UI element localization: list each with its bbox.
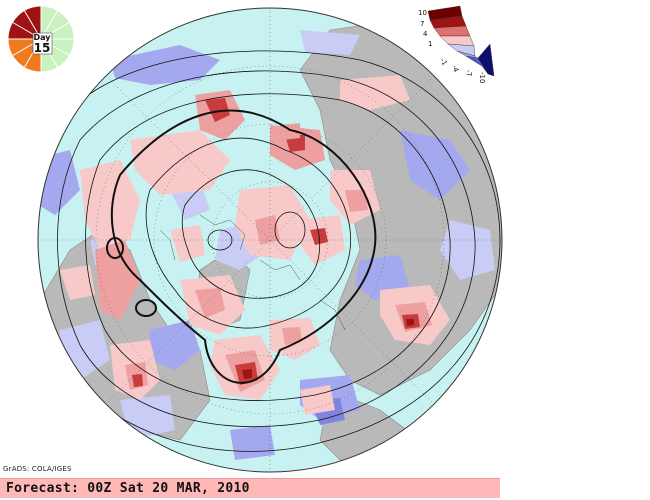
scale-label: 10 bbox=[418, 9, 427, 17]
day-value: 15 bbox=[34, 41, 51, 55]
coastlines bbox=[159, 214, 346, 331]
height-contours bbox=[38, 50, 501, 452]
forecast-label: Forecast: 00Z Sat 20 MAR, 2010 bbox=[6, 481, 250, 496]
day-counter-badge: Day 15 bbox=[7, 5, 75, 73]
forecast-banner: Forecast: 00Z Sat 20 MAR, 2010 bbox=[0, 478, 500, 498]
negative-anomaly-patches bbox=[38, 30, 495, 460]
positive-anomaly-patches bbox=[60, 75, 450, 415]
scale-box-m10 bbox=[477, 43, 495, 77]
scale-label: -10 bbox=[478, 72, 486, 83]
scale-box-m1 bbox=[447, 43, 476, 57]
badge-center-box bbox=[32, 32, 53, 55]
scale-label: 1 bbox=[428, 40, 432, 48]
hemisphere-disc bbox=[38, 8, 502, 472]
scale-box-4 bbox=[433, 25, 471, 37]
scale-label: 4 bbox=[423, 30, 428, 38]
scale-label: -4 bbox=[450, 64, 460, 74]
disc-border bbox=[37, 7, 503, 473]
credit-label: GrADS: COLA/IGES bbox=[3, 465, 72, 473]
scale-label: -7 bbox=[464, 69, 473, 77]
scale-label: -1 bbox=[438, 57, 448, 67]
scale-label: 7 bbox=[420, 20, 424, 28]
badge-ring-past bbox=[8, 6, 41, 39]
lat-lon-grid bbox=[38, 8, 502, 472]
color-scale-legend: 10 7 4 1 -1 -4 -7 -10 bbox=[418, 5, 495, 83]
day-label: Day bbox=[33, 33, 51, 42]
